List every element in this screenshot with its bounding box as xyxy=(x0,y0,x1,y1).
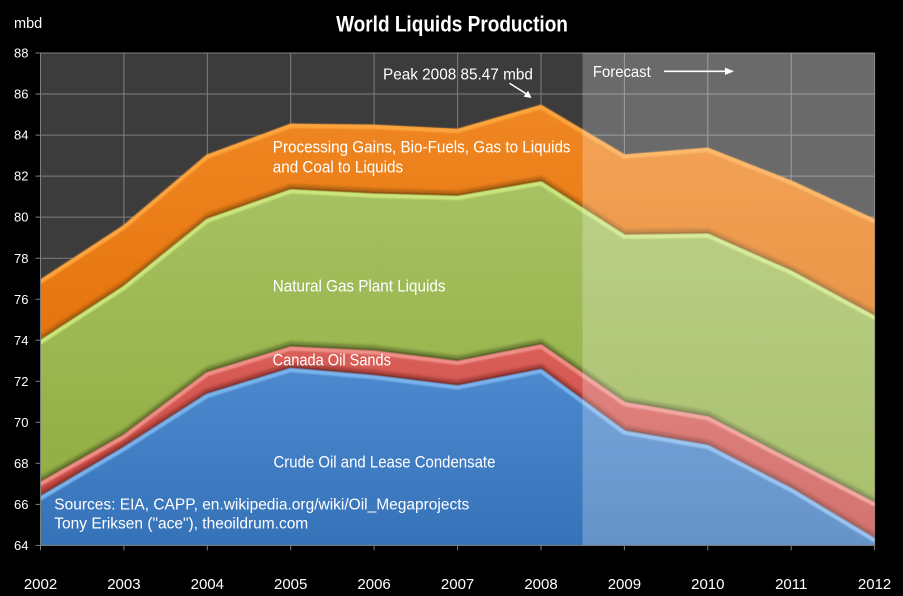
svg-text:Forecast: Forecast xyxy=(593,64,652,81)
svg-text:82: 82 xyxy=(14,169,28,184)
svg-text:2004: 2004 xyxy=(191,576,224,591)
svg-text:2009: 2009 xyxy=(608,576,641,591)
svg-text:Sources: EIA, CAPP, en.wikiped: Sources: EIA, CAPP, en.wikipedia.org/wik… xyxy=(54,497,469,514)
svg-text:84: 84 xyxy=(14,128,28,143)
svg-text:76: 76 xyxy=(14,292,28,307)
svg-text:World Liquids Production: World Liquids Production xyxy=(336,12,568,37)
svg-text:78: 78 xyxy=(14,251,28,266)
svg-text:2007: 2007 xyxy=(441,576,474,591)
svg-text:88: 88 xyxy=(14,46,28,61)
svg-text:Tony Eriksen ("ace"), theoildr: Tony Eriksen ("ace"), theoildrum.com xyxy=(54,515,308,532)
svg-text:74: 74 xyxy=(14,333,28,348)
svg-text:mbd: mbd xyxy=(14,16,42,32)
svg-text:2006: 2006 xyxy=(357,576,390,591)
svg-text:80: 80 xyxy=(14,210,28,225)
svg-text:70: 70 xyxy=(14,415,28,430)
svg-text:and Coal to Liquids: and Coal to Liquids xyxy=(273,158,403,177)
svg-text:2008: 2008 xyxy=(524,576,557,591)
svg-text:Natural Gas Plant Liquids: Natural Gas Plant Liquids xyxy=(273,277,446,296)
svg-text:2003: 2003 xyxy=(107,576,140,591)
svg-text:Canada Oil Sands: Canada Oil Sands xyxy=(273,352,391,370)
svg-text:68: 68 xyxy=(14,456,28,471)
svg-text:66: 66 xyxy=(14,497,28,512)
svg-text:Processing Gains, Bio-Fuels, G: Processing Gains, Bio-Fuels, Gas to Liqu… xyxy=(273,138,571,157)
svg-text:64: 64 xyxy=(14,538,28,553)
svg-text:Peak 2008 85.47 mbd: Peak 2008 85.47 mbd xyxy=(383,66,533,83)
svg-text:2012: 2012 xyxy=(858,576,891,591)
svg-text:2005: 2005 xyxy=(274,576,307,591)
svg-text:Crude Oil and Lease Condensate: Crude Oil and Lease Condensate xyxy=(274,454,496,472)
svg-text:2002: 2002 xyxy=(24,576,57,591)
svg-text:72: 72 xyxy=(14,374,28,389)
svg-text:2011: 2011 xyxy=(775,576,807,591)
svg-text:86: 86 xyxy=(14,87,28,102)
svg-text:2010: 2010 xyxy=(691,576,724,591)
